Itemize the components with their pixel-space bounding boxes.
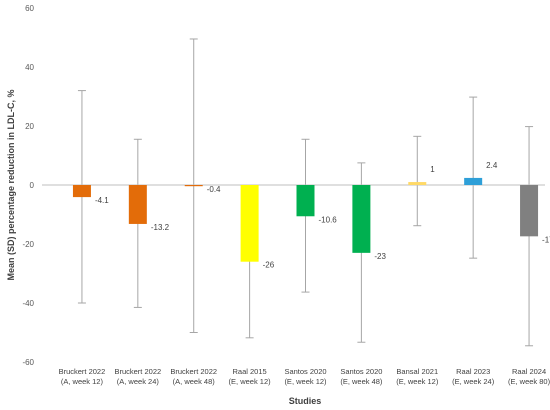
bar — [408, 182, 427, 185]
category-label: Santos 2020 — [340, 367, 382, 376]
y-tick-label: -20 — [22, 240, 34, 249]
bar — [128, 185, 147, 224]
category-label: Bruckert 2022 — [170, 367, 217, 376]
bar — [520, 185, 539, 237]
category-label: Santos 2020 — [284, 367, 326, 376]
category-sublabel: (A, week 24) — [117, 377, 160, 386]
data-label: -10.6 — [319, 215, 338, 224]
y-tick-label: -60 — [22, 358, 34, 367]
bar — [184, 185, 203, 187]
bar — [464, 177, 483, 185]
data-label: -0.4 — [207, 185, 221, 194]
category-label: Bruckert 2022 — [59, 367, 106, 376]
y-tick-label: 20 — [25, 122, 34, 131]
data-label: -13.2 — [151, 223, 170, 232]
category-sublabel: (E, week 80) — [508, 377, 550, 386]
category-labels: Bruckert 2022(A, week 12)Bruckert 2022(A… — [59, 367, 550, 386]
data-label: -4.1 — [95, 196, 109, 205]
y-tick-label: -40 — [22, 299, 34, 308]
y-tick-label: 40 — [25, 63, 34, 72]
category-label: Raal 2024 — [512, 367, 546, 376]
y-tick-label: 60 — [25, 4, 34, 13]
data-label: -17.4 — [542, 235, 550, 244]
bars — [72, 177, 539, 262]
category-sublabel: (E, week 12) — [284, 377, 327, 386]
category-sublabel: (E, week 12) — [229, 377, 272, 386]
category-sublabel: (E, week 24) — [452, 377, 495, 386]
category-label: Raal 2023 — [456, 367, 490, 376]
y-axis-title: Mean (SD) percentage reduction in LDL-C,… — [6, 89, 16, 280]
y-axis-ticks: 60 40 20 0 -20 -40 -60 — [22, 4, 34, 367]
category-sublabel: (E, week 12) — [396, 377, 439, 386]
bar — [240, 185, 259, 262]
data-label: 2.4 — [486, 161, 498, 170]
category-label: Bansal 2021 — [396, 367, 438, 376]
category-sublabel: (A, week 48) — [173, 377, 216, 386]
category-sublabel: (E, week 48) — [340, 377, 383, 386]
bar — [352, 185, 371, 253]
category-label: Bruckert 2022 — [114, 367, 161, 376]
y-tick-label: 0 — [30, 181, 35, 190]
data-labels: -4.1 -13.2 -0.4 -26 -10.6 -23 1 2.4 -17.4 — [95, 161, 550, 270]
category-sublabel: (A, week 12) — [61, 377, 104, 386]
x-axis-title: Studies — [289, 396, 322, 406]
data-label: 1 — [430, 165, 435, 174]
category-label: Raal 2015 — [233, 367, 267, 376]
error-bar — [413, 135, 422, 227]
data-label: -26 — [263, 261, 275, 270]
error-bar — [469, 96, 478, 259]
data-label: -23 — [374, 252, 386, 261]
bar — [72, 185, 91, 198]
bar — [296, 185, 315, 217]
